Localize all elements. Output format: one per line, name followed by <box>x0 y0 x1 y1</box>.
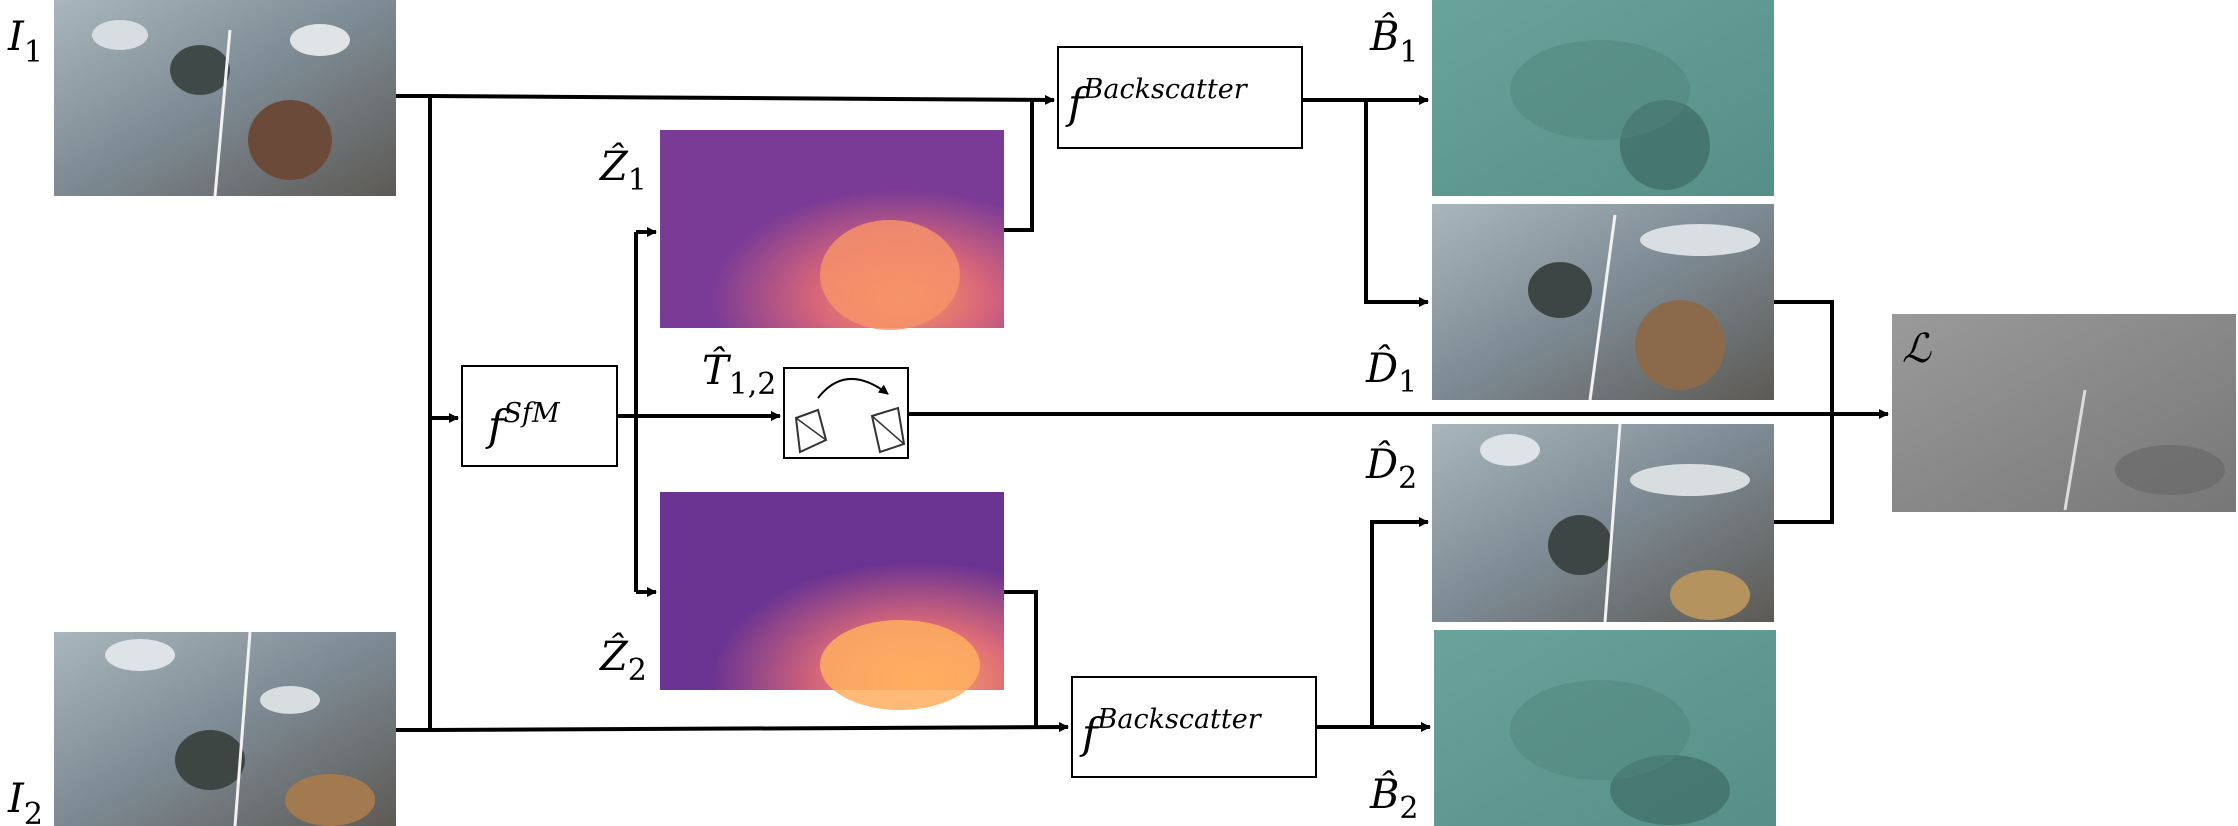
connectors <box>396 94 1889 733</box>
label-loss: ℒ <box>1902 326 1932 372</box>
loss-map-image <box>1892 314 2236 512</box>
label-d2: D̂2 <box>1365 442 1417 496</box>
backscatter-top-label: fBackscatter <box>1065 74 1249 128</box>
depth-map-1 <box>660 130 1004 330</box>
backscatter-bottom-label: fBackscatter <box>1079 704 1263 758</box>
direct-image-2 <box>1432 423 1774 623</box>
sfm-box-label: fSfM <box>485 398 561 450</box>
label-z1: Ẑ1 <box>598 143 647 198</box>
direct-image-1 <box>1432 204 1774 401</box>
depth-map-2 <box>660 492 1004 710</box>
label-i2: I2 <box>7 776 43 826</box>
backscatter-image-1 <box>1432 0 1774 196</box>
camera-pose-icon <box>783 367 909 459</box>
label-d1: D̂1 <box>1365 346 1417 400</box>
label-t12: T̂1,2 <box>702 348 776 402</box>
input-image-1 <box>54 0 396 197</box>
label-i1: I1 <box>7 14 43 70</box>
label-z2: Ẑ2 <box>598 633 647 688</box>
label-b1: B̂1 <box>1369 14 1419 70</box>
backscatter-box-top <box>1057 46 1303 149</box>
input-image-2 <box>54 631 396 826</box>
backscatter-image-2 <box>1434 630 1776 826</box>
label-b2: B̂2 <box>1369 772 1419 826</box>
